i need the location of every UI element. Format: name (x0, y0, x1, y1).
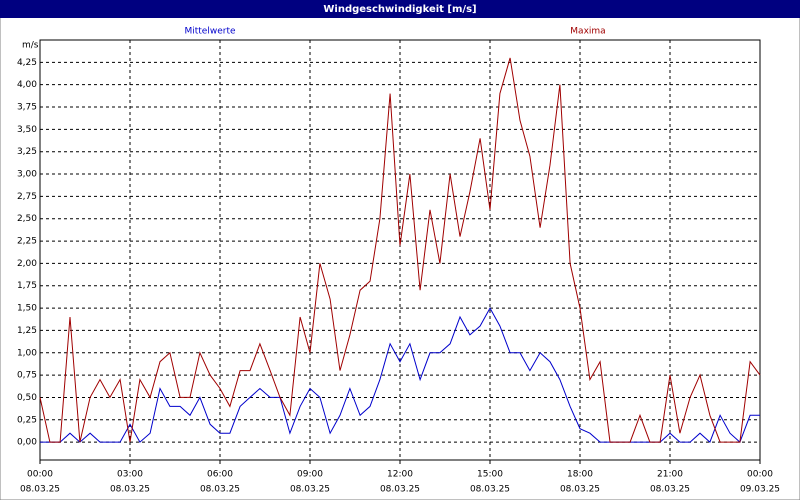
x-tick-date: 08.03.25 (290, 485, 330, 495)
x-tick-label: 00:00 (747, 470, 773, 480)
y-tick-label: 2,50 (17, 214, 37, 224)
x-tick-label: 00:00 (27, 470, 53, 480)
x-tick-label: 12:00 (387, 470, 413, 480)
y-tick-label: 1,75 (17, 281, 37, 291)
y-tick-label: 4,25 (17, 58, 37, 68)
y-tick-label: 1,25 (17, 326, 37, 336)
x-tick-label: 09:00 (297, 470, 323, 480)
x-tick-label: 06:00 (207, 470, 233, 480)
x-tick-date: 08.03.25 (650, 485, 690, 495)
legend-entry: Maxima (570, 27, 605, 37)
x-tick-label: 21:00 (657, 470, 683, 480)
x-tick-date: 08.03.25 (110, 485, 150, 495)
y-tick-label: 2,25 (17, 237, 37, 247)
x-tick-label: 15:00 (477, 470, 503, 480)
y-axis-label: m/s (22, 41, 39, 51)
x-tick-label: 18:00 (567, 470, 593, 480)
x-tick-date: 08.03.25 (470, 485, 510, 495)
y-tick-label: 3,75 (17, 103, 37, 113)
x-tick-date: 08.03.25 (380, 485, 420, 495)
y-tick-label: 2,00 (17, 259, 37, 269)
y-tick-label: 0,75 (17, 371, 37, 381)
x-tick-date: 09.03.25 (740, 485, 780, 495)
y-tick-label: 2,75 (17, 192, 37, 202)
y-tick-label: 1,50 (17, 304, 37, 314)
data-line (39, 57, 761, 443)
x-tick-date: 08.03.25 (20, 485, 60, 495)
x-tick-label: 03:00 (117, 470, 143, 480)
data-line (40, 307, 760, 443)
y-tick-label: 3,00 (17, 170, 37, 180)
y-tick-label: 0,00 (17, 438, 37, 448)
y-tick-label: 1,00 (17, 348, 37, 358)
x-tick-date: 08.03.25 (560, 485, 600, 495)
chart-title: Windgeschwindigkeit [m/s] (323, 4, 476, 15)
y-tick-label: 4,00 (17, 80, 37, 90)
legend-entry: Mittelwerte (184, 27, 235, 37)
y-tick-label: 0,50 (17, 393, 37, 403)
y-tick-label: 3,25 (17, 147, 37, 157)
y-tick-label: 3,50 (17, 125, 37, 135)
x-tick-date: 08.03.25 (200, 485, 240, 495)
y-tick-label: 0,25 (17, 415, 37, 425)
title-bar (0, 0, 800, 18)
